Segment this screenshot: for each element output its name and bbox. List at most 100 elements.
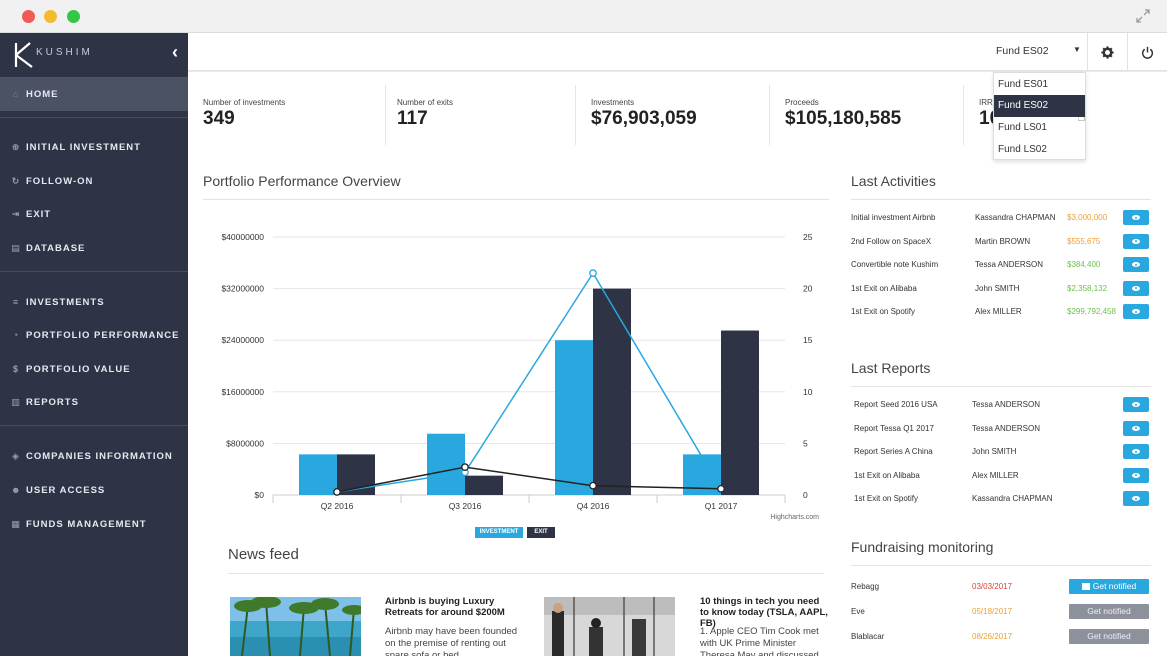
stat-label: Number of exits xyxy=(397,98,454,107)
line-point xyxy=(717,484,725,493)
line-point xyxy=(589,269,597,277)
legend-investment[interactable]: INVESTMENT xyxy=(475,527,523,538)
y2-tick-label: 5 xyxy=(803,438,808,448)
stat-label: IRR xyxy=(979,98,993,107)
line-point xyxy=(333,488,341,496)
fundraising-row: Eve 05/18/2017 Get notified xyxy=(851,604,1151,620)
nav-item-home[interactable]: ⌂ HOME xyxy=(0,77,188,111)
eye-icon xyxy=(1132,285,1140,291)
eye-icon xyxy=(1132,496,1140,502)
fullscreen-icon[interactable] xyxy=(1135,8,1151,24)
chevron-down-icon[interactable]: ▼ xyxy=(1073,45,1081,54)
settings-button[interactable] xyxy=(1087,33,1127,71)
button-label: Get notified xyxy=(1087,631,1131,641)
stat-label: Investments xyxy=(591,98,635,107)
nav-item-reports[interactable]: ▥ REPORTS xyxy=(0,385,188,419)
nav-label: INITIAL INVESTMENT xyxy=(26,141,141,153)
bar-investment xyxy=(299,454,337,495)
stat-label: Proceeds xyxy=(785,98,819,107)
stat-label: Number of investments xyxy=(203,98,286,107)
view-button[interactable] xyxy=(1123,304,1149,320)
activity-person: Kassandra CHAPMAN xyxy=(975,213,1056,222)
eye-icon xyxy=(1132,425,1140,431)
fundraising-date: 03/03/2017 xyxy=(972,582,1013,591)
plus-circle-icon: ⊕ xyxy=(11,142,21,152)
view-button[interactable] xyxy=(1123,444,1149,460)
nav-item-database[interactable]: ▤ DATABASE xyxy=(0,231,188,265)
fundraising-date: 05/18/2017 xyxy=(972,607,1013,616)
news-title[interactable]: Airbnb is buying Luxury Retreats for aro… xyxy=(385,596,505,618)
stat-proceeds: Proceeds $105,180,585 xyxy=(770,85,964,145)
main-content: Number of investments 349 Number of exit… xyxy=(188,72,1167,656)
y-tick-label: $16000000 xyxy=(221,387,264,397)
activity-desc: 1st Exit on Alibaba xyxy=(851,283,917,293)
divider xyxy=(0,425,188,426)
view-button[interactable] xyxy=(1123,467,1149,483)
eye-icon xyxy=(1132,238,1140,244)
divider xyxy=(0,117,188,118)
y-tick-label: $0 xyxy=(255,490,265,500)
activity-row: 1st Exit on Spotify Alex MILLER $299,792,4… xyxy=(851,304,1151,320)
maximize-window-button[interactable] xyxy=(67,10,80,23)
view-button[interactable] xyxy=(1123,210,1149,225)
nav-item-user-access[interactable]: ☻ USER ACCESS xyxy=(0,473,188,507)
view-button[interactable] xyxy=(1123,491,1149,507)
report-desc: 1st Exit on Spotify xyxy=(854,494,919,504)
view-button[interactable] xyxy=(1123,280,1149,296)
news-image-airbnb[interactable] xyxy=(230,597,361,656)
nav-item-investments[interactable]: ≡ INVESTMENTS xyxy=(0,285,188,319)
activity-amount: $3,000,000 xyxy=(1067,213,1108,222)
get-notified-button[interactable]: Get notified xyxy=(1069,629,1149,644)
fund-option[interactable]: Fund LS02 xyxy=(998,144,1047,155)
power-icon xyxy=(1141,46,1154,59)
minimize-window-button[interactable] xyxy=(44,10,57,23)
logout-button[interactable] xyxy=(1127,33,1167,71)
fund-select[interactable]: Fund ES02 xyxy=(996,45,1049,57)
collapse-sidebar-icon[interactable]: ‹ xyxy=(172,42,178,62)
nav-item-funds-management[interactable]: ▦ FUNDS MANAGEMENT xyxy=(0,507,188,541)
nav-item-initial-investment[interactable]: ⊕ INITIAL INVESTMENT xyxy=(0,130,188,164)
fund-option[interactable]: Fund LS01 xyxy=(998,122,1047,133)
report-row: Report Seed 2016 USA Tessa ANDERSON xyxy=(851,397,1151,413)
activity-desc: 1st Exit on Spotify xyxy=(851,307,916,317)
news-body: 1. Apple CEO Tim Cook met with UK Prime … xyxy=(700,626,819,656)
activity-amount: $555,675 xyxy=(1067,236,1101,246)
nav-item-exit[interactable]: ⇥ EXIT xyxy=(0,197,188,231)
nav-label: REPORTS xyxy=(26,396,79,408)
view-button[interactable] xyxy=(1123,257,1149,273)
view-button[interactable] xyxy=(1123,233,1149,249)
get-notified-button[interactable]: Get notified xyxy=(1069,604,1149,619)
activity-desc: 2nd Follow on SpaceX xyxy=(851,236,932,246)
nav-item-portfolio-value[interactable]: $ PORTFOLIO VALUE xyxy=(0,352,188,386)
nav-item-companies-information[interactable]: ◈ COMPANIES INFORMATION xyxy=(0,439,188,473)
nav-label: USER ACCESS xyxy=(26,484,106,496)
refresh-icon: ↻ xyxy=(11,176,21,186)
nav-label: HOME xyxy=(26,88,59,100)
report-row: Report Series A China John SMITH xyxy=(851,444,1151,460)
legend-exit[interactable]: EXIT xyxy=(527,527,555,538)
fund-option[interactable]: Fund ES01 xyxy=(998,79,1049,90)
divider xyxy=(228,573,824,574)
news-image-tech[interactable] xyxy=(544,597,675,656)
view-button[interactable] xyxy=(1123,397,1149,412)
home-icon: ⌂ xyxy=(12,89,20,99)
get-notified-button[interactable]: Get notified xyxy=(1069,579,1149,594)
activity-desc: Initial investment Airbnb xyxy=(851,213,936,222)
dollar-icon: $ xyxy=(12,364,19,374)
close-window-button[interactable] xyxy=(22,10,35,23)
view-button[interactable] xyxy=(1123,420,1149,436)
fund-option[interactable]: Fund ES02 xyxy=(994,95,1085,117)
y2-tick-label: 15 xyxy=(803,335,813,345)
nav-item-portfolio-performance[interactable]: ◔ PORTFOLIO PERFORMANCE xyxy=(0,318,188,352)
stat-value: 117 xyxy=(397,108,428,129)
divider xyxy=(0,271,188,272)
bar-exit xyxy=(593,288,631,495)
y-tick-label: $40000000 xyxy=(221,232,264,242)
nav-item-follow-on[interactable]: ↻ FOLLOW-ON xyxy=(0,164,188,198)
stat-value: 349 xyxy=(203,108,235,129)
y-tick-label: $8000000 xyxy=(226,438,264,448)
news-title[interactable]: 10 things in tech you need to know today… xyxy=(700,596,828,629)
button-label: Get notified xyxy=(1087,606,1131,616)
activity-amount: $2,358,132 xyxy=(1067,283,1108,293)
database-icon: ▤ xyxy=(11,243,21,253)
